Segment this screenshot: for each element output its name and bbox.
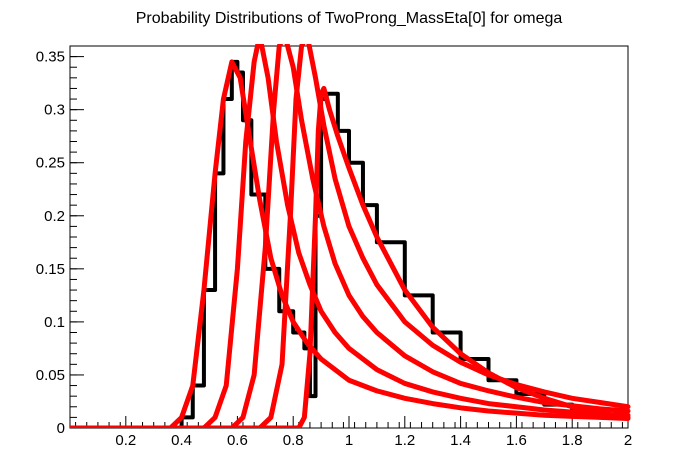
y-tick-label: 0.35 — [36, 49, 65, 66]
y-tick-label: 0.1 — [44, 314, 65, 331]
x-tick-label: 0.2 — [115, 432, 136, 449]
y-tick-label: 0.2 — [44, 208, 65, 225]
x-tick-label: 1.6 — [506, 432, 527, 449]
x-tick-label: 1.8 — [562, 432, 583, 449]
pdf-curve-4 — [70, 44, 631, 428]
pdf-curve-1 — [70, 59, 631, 428]
chart-title: Probability Distributions of TwoProng_Ma… — [136, 10, 563, 27]
y-tick-label: 0.3 — [44, 102, 65, 119]
x-tick-label: 1.2 — [394, 432, 415, 449]
x-tick-label: 2 — [624, 432, 632, 449]
x-tick-label: 1.4 — [450, 432, 471, 449]
histogram-series-line — [70, 59, 630, 428]
plot-frame — [69, 45, 629, 429]
x-tick-label: 0.4 — [171, 432, 192, 449]
y-tick-label: 0 — [57, 420, 65, 437]
pdf-curve-5 — [70, 85, 631, 428]
y-tick-label: 0.05 — [36, 367, 65, 384]
y-tick-label: 0.15 — [36, 261, 65, 278]
plot-area: 0.2 0.4 0.6 0.8 1 1.2 1.4 1.6 1.8 2 0 0.05 0.1 0.15 0.… — [36, 44, 632, 449]
x-tick-label: 0.6 — [227, 432, 248, 449]
x-tick-label: 0.8 — [283, 432, 304, 449]
y-tick-label: 0.25 — [36, 155, 65, 172]
pdf-curve-3 — [70, 44, 631, 428]
pdf-curve-2 — [70, 44, 631, 428]
x-tick-label: 1 — [345, 432, 353, 449]
